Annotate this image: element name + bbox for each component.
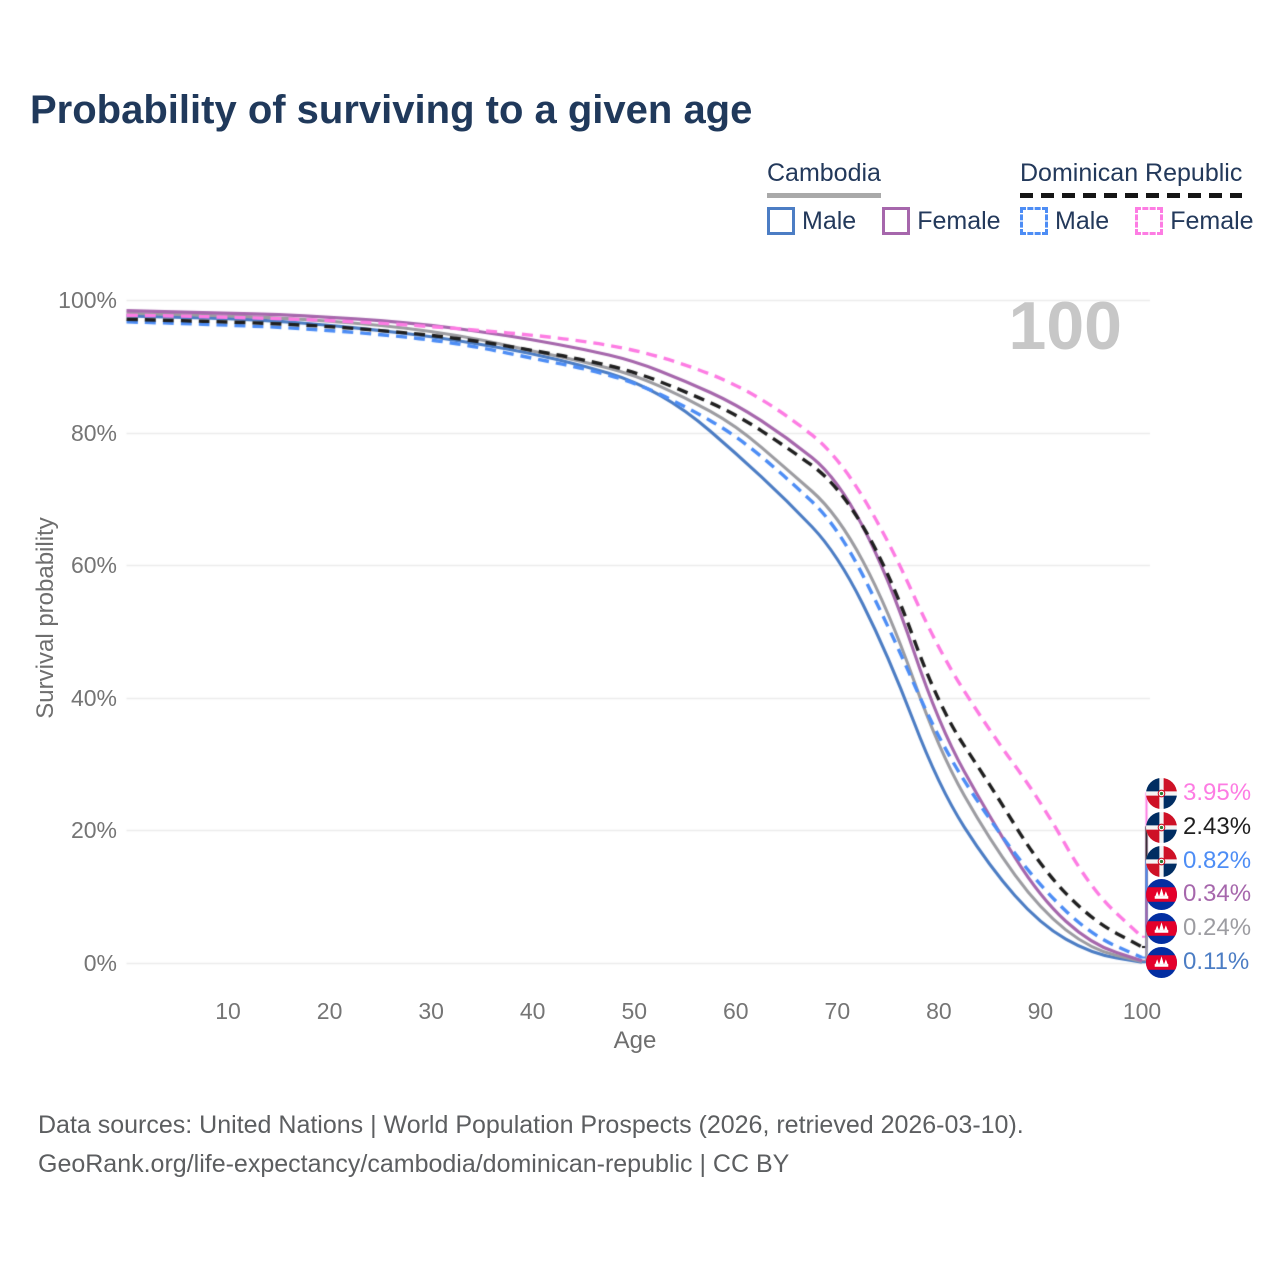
x-tick-50: 50 [621,998,648,1024]
flag-dominican-republic-icon [1146,845,1177,877]
legend-group-cambodia: Cambodia Male Female [767,159,1001,236]
x-tick-60: 60 [723,998,749,1024]
y-tick-80: 80% [70,419,117,446]
legend-group-dominican-republic: Dominican Republic Male Female [1020,159,1254,236]
legend-item-dominican-republic-male[interactable]: Male [1020,207,1109,236]
legend-swatch-female-icon [882,207,911,235]
attribution-line: GeoRank.org/life-expectancy/cambodia/dom… [38,1150,790,1178]
end-label-cambodia-both-sexes: 0.24% [1146,912,1251,944]
y-axis-title: Survival probability [32,517,59,719]
legend-item-label: Female [917,206,1001,235]
legend-swatch-female-icon [1135,207,1164,235]
legend-swatch-male-icon [767,207,795,235]
end-label-cambodia-male: 0.11% [1146,946,1249,978]
flag-cambodia-icon [1146,912,1177,944]
legend-country-label: Cambodia [767,159,881,187]
end-label-dominican-republic-male: 0.82% [1146,845,1251,877]
data-sources-line: Data sources: United Nations | World Pop… [38,1111,1024,1139]
legend-country-line-sample [1020,192,1243,198]
footer: Data sources: United Nations | World Pop… [38,1106,1024,1184]
legend-item-cambodia-male[interactable]: Male [767,207,856,236]
legend-swatch-male-icon [1020,207,1048,235]
legend-country-dominican-republic[interactable]: Dominican Republic [1020,159,1243,198]
age-watermark: 100 [1008,288,1122,364]
y-tick-100: 100% [58,287,117,313]
x-tick-90: 90 [1027,998,1054,1024]
x-tick-30: 30 [418,998,444,1024]
flag-dominican-republic-icon [1146,777,1177,809]
legend-item-label: Male [1055,206,1110,235]
x-tick-40: 40 [519,998,546,1024]
end-value-label: 0.11% [1183,948,1250,975]
end-label-dominican-republic-female: 3.95% [1146,777,1251,809]
y-tick-0: 0% [83,950,117,976]
x-tick-10: 10 [215,998,241,1024]
legend-item-cambodia-female[interactable]: Female [882,206,1001,236]
x-tick-20: 20 [316,998,343,1024]
flag-cambodia-icon [1146,878,1177,910]
chart-title: Probability of surviving to a given age [30,88,753,132]
end-value-label: 0.34% [1183,880,1252,907]
x-tick-80: 80 [926,998,952,1024]
end-label-cambodia-female: 0.34% [1146,878,1251,910]
legend-country-line-sample [767,192,881,198]
end-value-label: 3.95% [1183,779,1252,806]
y-tick-20: 20% [70,817,117,844]
end-value-label: 2.43% [1183,813,1252,840]
end-label-dominican-republic-both-sexes: 2.43% [1146,811,1251,843]
x-axis-title: Age [613,1027,657,1054]
legend-country-cambodia[interactable]: Cambodia [767,159,881,198]
legend-item-dominican-republic-female[interactable]: Female [1135,206,1254,236]
flag-cambodia-icon [1146,946,1177,978]
x-tick-100: 100 [1122,998,1162,1024]
end-value-label: 0.24% [1183,914,1252,941]
flag-dominican-republic-icon [1146,811,1177,843]
legend-item-label: Female [1170,206,1254,235]
end-value-label: 0.82% [1183,847,1252,874]
x-tick-70: 70 [824,998,851,1024]
y-tick-40: 40% [70,684,117,711]
legend-item-label: Male [802,206,857,235]
y-tick-60: 60% [70,552,117,579]
legend-country-label: Dominican Republic [1020,159,1243,187]
